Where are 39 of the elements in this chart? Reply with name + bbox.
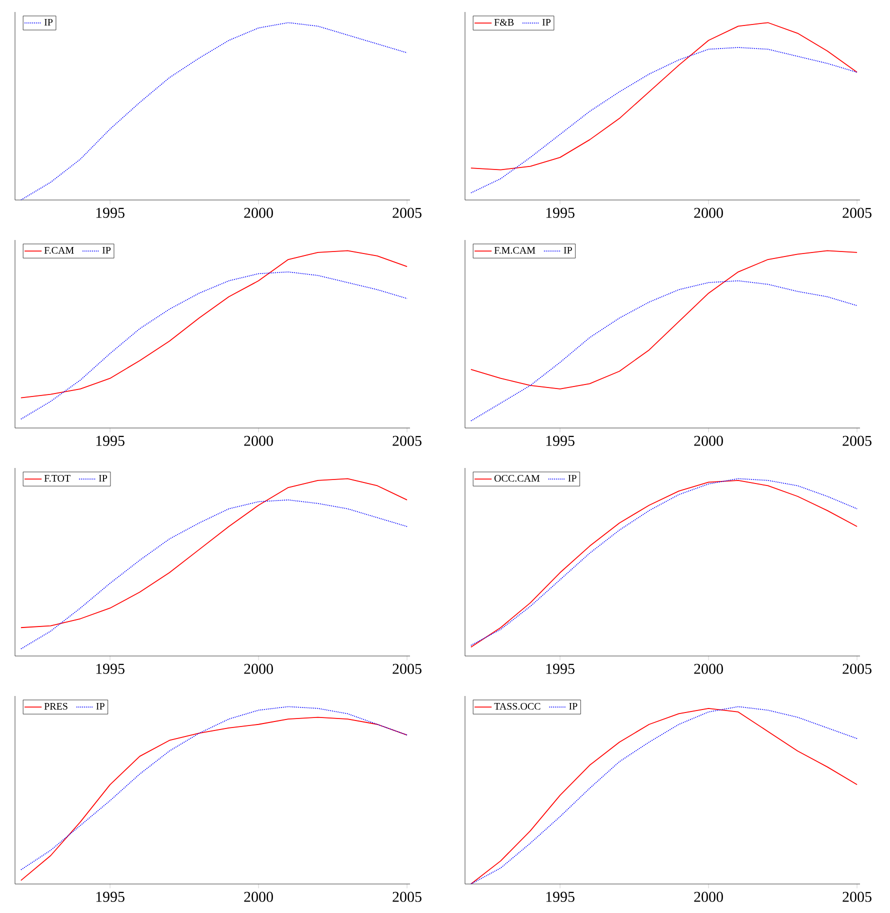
x-tick-label: 2000 <box>244 664 273 674</box>
legend-label: F&B <box>494 18 514 26</box>
x-tick-label: 1995 <box>546 208 574 218</box>
x-tick-label: 2000 <box>244 892 273 902</box>
legend-label: F.M.CAM <box>494 246 536 254</box>
legend-label: F.TOT <box>44 474 70 482</box>
x-tick-label: 2005 <box>392 208 422 218</box>
legend-label: TASS.OCC <box>494 702 540 710</box>
legend-label: IP <box>564 246 572 254</box>
legend-label: IP <box>44 18 53 26</box>
x-tick-label: 2000 <box>244 436 273 446</box>
x-tick-label: 1995 <box>546 892 574 902</box>
legend-label: IP <box>568 474 576 482</box>
x-tick-label: 2005 <box>392 436 422 446</box>
x-tick-label: 1995 <box>546 664 574 674</box>
x-tick-label: 2000 <box>694 664 723 674</box>
x-tick-label: 2005 <box>842 892 872 902</box>
x-tick-label: 1995 <box>96 436 124 446</box>
x-tick-label: 2005 <box>392 892 422 902</box>
x-tick-label: 1995 <box>96 892 124 902</box>
x-tick-label: 2005 <box>842 436 872 446</box>
x-tick-label: 2000 <box>244 208 273 218</box>
x-tick-label: 2000 <box>694 208 723 218</box>
legend-label: IP <box>102 246 111 254</box>
legend-label: IP <box>96 702 104 710</box>
x-tick-label: 2005 <box>392 664 422 674</box>
legend-label: IP <box>542 19 551 26</box>
legend-label: OCC.CAM <box>494 474 540 482</box>
legend-label: IP <box>98 474 108 482</box>
legend-label: PRES <box>44 702 68 710</box>
x-tick-label: 2005 <box>842 664 872 674</box>
x-tick-label: 2005 <box>842 208 872 218</box>
x-tick-label: 2000 <box>694 436 723 446</box>
x-tick-label: 2000 <box>694 892 723 902</box>
legend-label: F.CAM <box>44 246 74 254</box>
legend-label: IP <box>569 702 578 710</box>
x-tick-label: 1995 <box>96 208 124 218</box>
x-tick-label: 1995 <box>546 436 574 446</box>
x-tick-label: 1995 <box>96 664 124 674</box>
